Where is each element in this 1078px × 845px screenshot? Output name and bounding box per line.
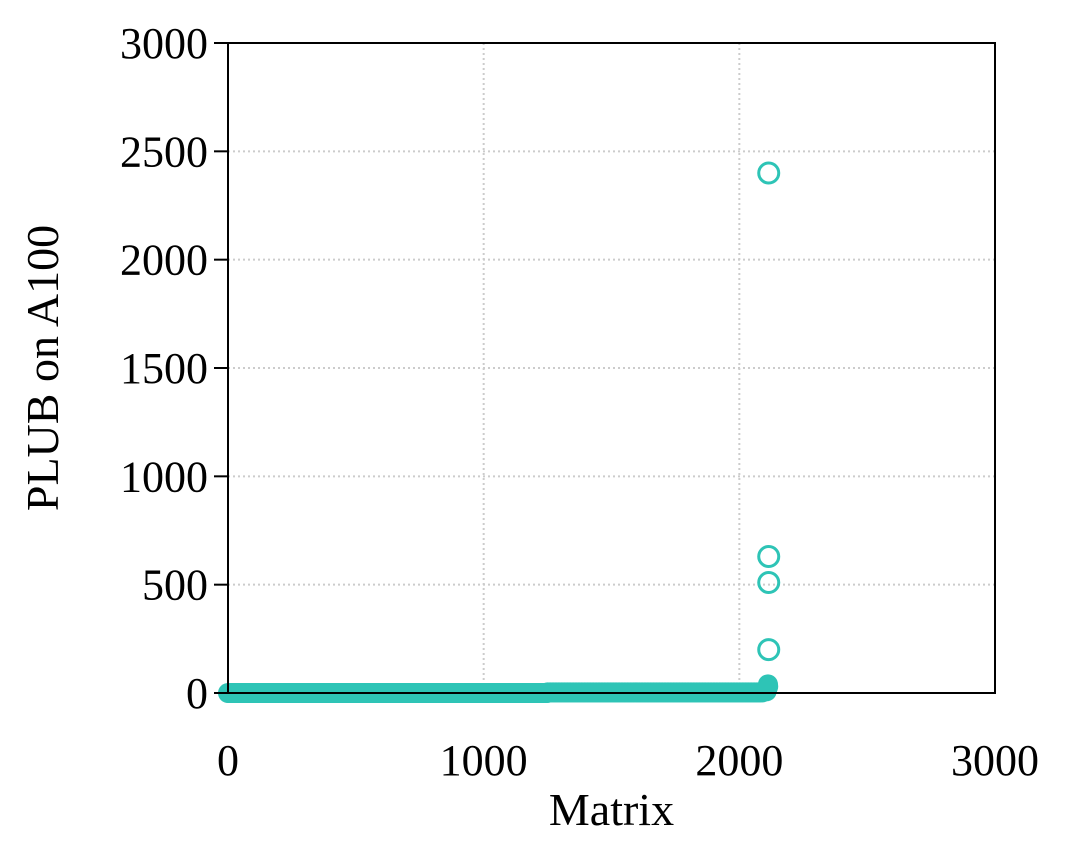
- y-tick-label: 2000: [120, 236, 208, 285]
- axis-ticks: 0 500 1000 1500 2000 2500 3000 0 1000 2000 3000: [120, 19, 1039, 785]
- data-point: [756, 679, 777, 700]
- x-tick-label: 2000: [695, 736, 783, 785]
- y-tick-label: 1000: [120, 452, 208, 501]
- x-tick-label: 1000: [440, 736, 528, 785]
- grid-lines: [228, 43, 995, 693]
- y-tick-label: 1500: [120, 344, 208, 393]
- x-axis-label: Matrix: [549, 784, 674, 835]
- chart-marks: [218, 161, 781, 703]
- data-point-outlier: [757, 161, 781, 185]
- y-axis-label: PLUB on A100: [17, 225, 68, 511]
- y-tick-label: 0: [186, 669, 208, 718]
- data-point-outlier: [757, 571, 781, 594]
- x-tick-label: 3000: [951, 736, 1039, 785]
- x-tick-label: 0: [217, 736, 239, 785]
- y-tick-label: 3000: [120, 19, 208, 68]
- y-tick-label: 2500: [120, 127, 208, 176]
- data-point-outlier: [757, 638, 781, 662]
- y-tick-label: 500: [142, 561, 208, 610]
- data-point-outlier: [757, 545, 781, 568]
